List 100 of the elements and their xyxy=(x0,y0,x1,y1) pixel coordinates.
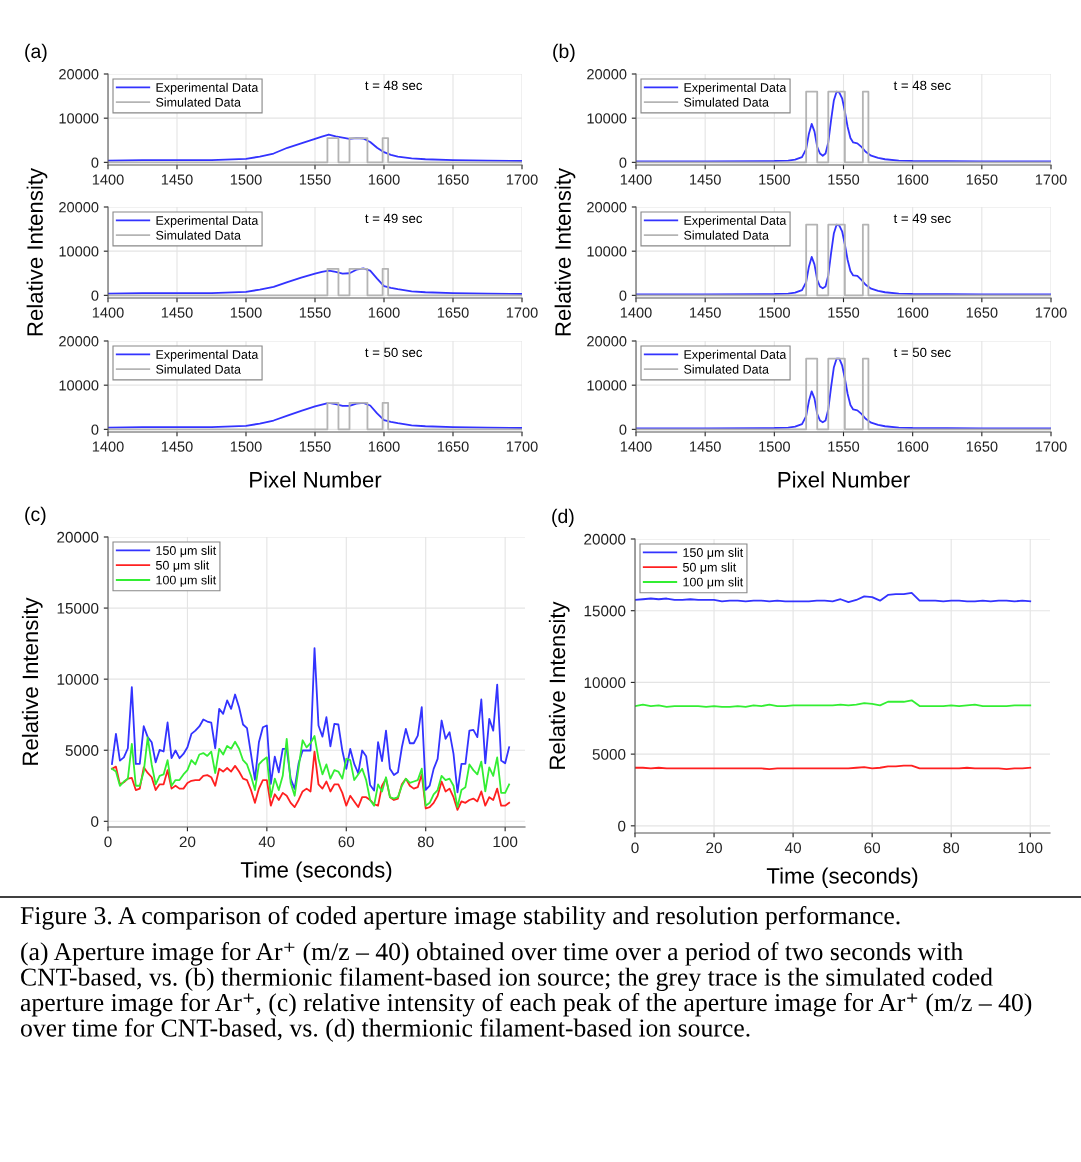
x-tick-label: 1400 xyxy=(92,307,124,318)
y-tick-label: 20000 xyxy=(59,336,99,347)
x-tick-label: 1400 xyxy=(92,174,124,185)
x-tick-label: 1600 xyxy=(897,174,929,185)
x-tick-label: 1500 xyxy=(759,307,790,318)
y-tick-label: 20000 xyxy=(587,69,627,80)
y-tick-label: 10000 xyxy=(59,246,99,257)
x-tick-label: 1700 xyxy=(1035,307,1067,318)
chart-title: (c) xyxy=(25,506,46,525)
x-tick-label: 1650 xyxy=(966,174,998,185)
x-tick-label: 0 xyxy=(631,842,639,854)
x-axis-title: Time (seconds) xyxy=(240,861,392,883)
y-tick-label: 10000 xyxy=(587,380,627,391)
x-tick-label: 80 xyxy=(943,842,960,854)
legend-label: 50 μm slit xyxy=(683,562,737,574)
y-axis-title: Relative Intensity xyxy=(26,167,48,336)
y-tick-label: 20000 xyxy=(59,202,99,213)
x-tick-label: 1450 xyxy=(690,174,721,185)
legend-label: Simulated Data xyxy=(684,97,769,107)
legend-label: Experimental Data xyxy=(156,349,259,362)
line-series xyxy=(635,699,1032,708)
x-tick-label: 40 xyxy=(784,842,801,854)
x-tick-label: 1650 xyxy=(966,441,998,452)
annotation: t = 49 sec xyxy=(893,213,951,224)
x-tick-label: 1500 xyxy=(230,307,262,318)
x-tick-label: 1700 xyxy=(506,307,538,318)
line-series xyxy=(111,735,511,809)
x-tick-label: 1450 xyxy=(161,174,193,185)
y-tick-label: 5000 xyxy=(65,745,99,756)
x-tick-label: 1600 xyxy=(368,174,400,185)
x-tick-label: 100 xyxy=(493,836,518,848)
legend-label: 150 μm slit xyxy=(683,547,744,560)
y-axis-title: Relative Intensity xyxy=(21,597,43,765)
x-tick-label: 1650 xyxy=(966,307,998,318)
x-tick-label: 1650 xyxy=(437,441,469,452)
line-series xyxy=(111,647,511,794)
line-series xyxy=(635,591,1032,604)
y-tick-label: 20000 xyxy=(587,202,627,213)
x-axis-title: Pixel Number xyxy=(778,471,910,488)
y-tick-label: 0 xyxy=(91,157,99,168)
x-tick-label: 1550 xyxy=(299,174,331,185)
legend-label: Experimental Data xyxy=(684,215,787,228)
x-tick-label: 40 xyxy=(258,836,275,848)
legend-label: 150 μm slit xyxy=(156,545,217,558)
y-tick-label: 0 xyxy=(619,424,627,435)
x-tick-label: 60 xyxy=(338,836,355,848)
x-tick-label: 1500 xyxy=(759,441,790,452)
x-tick-label: 100 xyxy=(1018,842,1043,854)
x-tick-label: 1450 xyxy=(161,441,193,452)
x-tick-label: 1400 xyxy=(620,307,652,318)
y-tick-label: 0 xyxy=(91,424,99,435)
x-tick-label: 1700 xyxy=(1035,441,1067,452)
x-tick-label: 1650 xyxy=(437,174,469,185)
annotation: t = 50 sec xyxy=(365,347,423,358)
legend-label: Simulated Data xyxy=(684,230,769,240)
chart-title: (b) xyxy=(553,43,575,62)
legend-label: Experimental Data xyxy=(156,215,259,228)
y-tick-label: 20000 xyxy=(57,531,99,543)
chart-title: (d) xyxy=(552,508,574,527)
y-axis-title: Relative Intensity xyxy=(548,601,570,769)
x-tick-label: 1600 xyxy=(897,307,929,318)
x-tick-label: 1500 xyxy=(230,441,262,452)
legend-label: Experimental Data xyxy=(684,349,787,362)
x-tick-label: 1450 xyxy=(161,307,193,318)
y-tick-label: 15000 xyxy=(584,605,626,617)
y-tick-label: 5000 xyxy=(592,748,626,760)
x-tick-label: 1600 xyxy=(897,441,929,452)
y-tick-label: 10000 xyxy=(584,677,626,689)
y-tick-label: 0 xyxy=(618,820,626,832)
x-tick-label: 1550 xyxy=(828,307,860,318)
y-tick-label: 0 xyxy=(91,290,99,301)
x-tick-label: 0 xyxy=(104,836,112,848)
x-tick-label: 1550 xyxy=(828,174,860,185)
y-axis-title: Relative Intensity xyxy=(554,167,576,336)
y-tick-label: 0 xyxy=(619,157,627,168)
x-tick-label: 1450 xyxy=(690,441,721,452)
legend-label: Experimental Data xyxy=(684,82,787,95)
x-tick-label: 60 xyxy=(864,842,881,854)
text: (a) Aperture image for Ar⁺ (m/z – 40) obtained over time over a period of two seconds with CNT-based, vs. (b) thermionic filament-based ion source; the grey trace is the simulated coded aperture image for Ar⁺, (c) relative intensity of each peak of the aperture image for Ar⁺ (m/z – 40) over time for CNT-based, vs. (d) thermionic filament-based ion source. xyxy=(20,942,1032,1042)
x-tick-label: 1400 xyxy=(92,441,124,452)
caption: Figure 3. A comparison of coded aperture image stability and resolution performance. xyxy=(20,906,900,930)
x-tick-label: 20 xyxy=(706,842,722,854)
x-tick-label: 1550 xyxy=(828,441,860,452)
y-tick-label: 10000 xyxy=(587,113,627,124)
y-tick-label: 15000 xyxy=(57,602,99,614)
legend-label: Simulated Data xyxy=(684,364,769,374)
annotation: t = 48 sec xyxy=(365,80,423,91)
x-axis-title: Time (seconds) xyxy=(766,867,918,889)
line-series xyxy=(111,750,511,811)
x-tick-label: 1700 xyxy=(506,174,538,185)
y-tick-label: 0 xyxy=(91,816,99,827)
legend-label: 50 μm slit xyxy=(156,560,210,572)
x-tick-label: 1550 xyxy=(299,441,331,452)
x-tick-label: 1700 xyxy=(506,441,538,452)
x-axis-title: Pixel Number xyxy=(250,471,382,488)
y-tick-label: 10000 xyxy=(59,380,99,391)
annotation: t = 50 sec xyxy=(893,347,951,358)
x-tick-label: 80 xyxy=(417,836,434,848)
y-tick-label: 20000 xyxy=(587,336,627,347)
y-tick-label: 0 xyxy=(619,290,627,301)
